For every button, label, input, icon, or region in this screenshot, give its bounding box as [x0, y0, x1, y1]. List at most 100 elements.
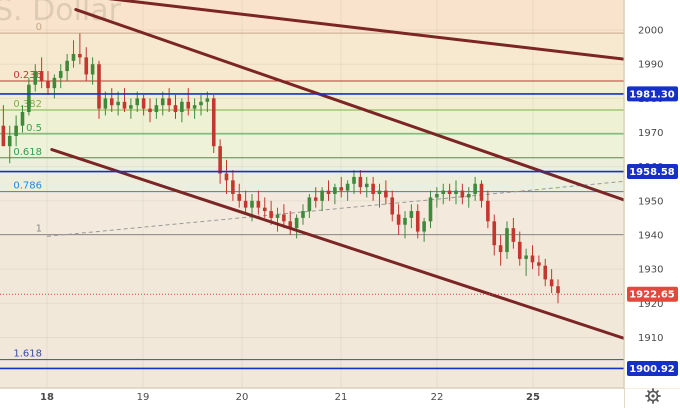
candle-body [211, 98, 216, 147]
price-badges: 1981.30 1958.58 1900.92 1922.65 [627, 86, 678, 376]
time-axis-ticks: 18 19 20 21 22 25 [40, 392, 540, 403]
candle-body [116, 101, 120, 106]
candle-body [1, 125, 6, 147]
candle-body [498, 245, 503, 253]
horizontal-price-lines[interactable] [0, 93, 624, 370]
fib-zone-bands [0, 0, 624, 360]
candle-body [486, 200, 490, 222]
candle-body [135, 98, 140, 106]
time-tick-label: 20 [236, 392, 249, 403]
candle-body [237, 194, 242, 201]
candle-body [492, 221, 497, 246]
fib-levels [0, 32, 624, 361]
candle-body [428, 197, 433, 222]
candle-body [52, 77, 57, 89]
candle-body [301, 211, 305, 218]
candle-body [479, 183, 484, 201]
dashed-trend-line-path [46, 180, 624, 237]
candle-body [326, 190, 331, 194]
price-tick-label: 1990 [638, 60, 663, 71]
price-badge [627, 86, 678, 102]
candle-body [46, 81, 50, 89]
candle-body [14, 125, 18, 136]
candle-body [199, 101, 203, 106]
price-tick-label: 1930 [638, 265, 663, 276]
symbol-watermark: S. Dollar [0, 0, 122, 28]
fib-label: 1.618 [13, 349, 42, 360]
fib-label: 0 [36, 22, 42, 33]
candle-body [71, 53, 76, 61]
candle-body [441, 190, 446, 194]
trend-line [50, 148, 624, 340]
candle-body [435, 194, 439, 198]
fib-label: 0.5 [26, 123, 42, 134]
price-tick-label: 1970 [638, 128, 663, 139]
candle-body [313, 197, 318, 201]
candle-body [352, 176, 356, 184]
candle-body [39, 71, 44, 82]
fib-zone-band [0, 191, 624, 235]
time-tick-label: 18 [40, 392, 54, 403]
candle-body [256, 200, 261, 208]
settings-gear-icon[interactable] [645, 388, 661, 404]
candle-body [358, 176, 363, 188]
candlesticks [1, 33, 560, 304]
time-axis[interactable] [0, 389, 624, 408]
candle-body [103, 98, 108, 109]
candle-body [390, 197, 395, 215]
price-badge [627, 286, 678, 302]
candle-body [218, 146, 222, 174]
candle-body [549, 279, 554, 287]
candle-body [473, 183, 477, 194]
channel-trend-lines[interactable] [28, 0, 680, 372]
fib-zone-band [0, 109, 624, 134]
trend-line [74, 8, 624, 202]
candle-body [90, 64, 95, 75]
candle-body [78, 53, 82, 58]
candle-body [160, 98, 165, 106]
fib-zone-band [0, 133, 624, 158]
candle-body [269, 211, 273, 218]
fib-zone-band [0, 80, 624, 110]
time-tick-label: 25 [526, 392, 540, 403]
time-tick-label: 21 [335, 392, 348, 403]
price-axis[interactable] [625, 0, 680, 388]
candle-body [58, 71, 63, 78]
candle-body [27, 84, 31, 113]
candle-body [129, 105, 133, 109]
time-tick-label: 22 [431, 392, 444, 403]
candle-body [180, 101, 184, 113]
candle-body [524, 255, 528, 259]
fib-zone-band [0, 234, 624, 360]
candle-body [262, 207, 267, 212]
price-badge-label: 1958.58 [629, 167, 675, 178]
price-badge-label: 1900.92 [629, 364, 675, 375]
candle-body [148, 108, 152, 113]
dashed-trend-line [46, 180, 624, 237]
trend-line [107, 0, 624, 61]
price-badge-label: 1981.30 [629, 89, 675, 100]
candle-body [537, 262, 541, 266]
candle-body [205, 98, 210, 102]
time-tick-label: 19 [137, 392, 150, 403]
fib-label: 0.236 [13, 70, 42, 81]
candle-body [282, 214, 286, 222]
candle-body [460, 190, 465, 198]
candle-body [377, 190, 382, 194]
candle-body [505, 228, 509, 253]
candle-body [511, 228, 516, 242]
candle-body [154, 105, 159, 113]
candle-body [65, 60, 69, 72]
candle-body [167, 98, 171, 106]
candle-body [307, 197, 312, 212]
candle-body [250, 200, 254, 208]
candle-body [224, 173, 229, 181]
candle-body [454, 190, 458, 194]
candle-body [20, 112, 25, 126]
candle-body [396, 214, 401, 225]
candle-body [333, 187, 337, 194]
candle-body [122, 101, 127, 109]
candle-body [364, 183, 369, 188]
candle-body [530, 255, 535, 263]
